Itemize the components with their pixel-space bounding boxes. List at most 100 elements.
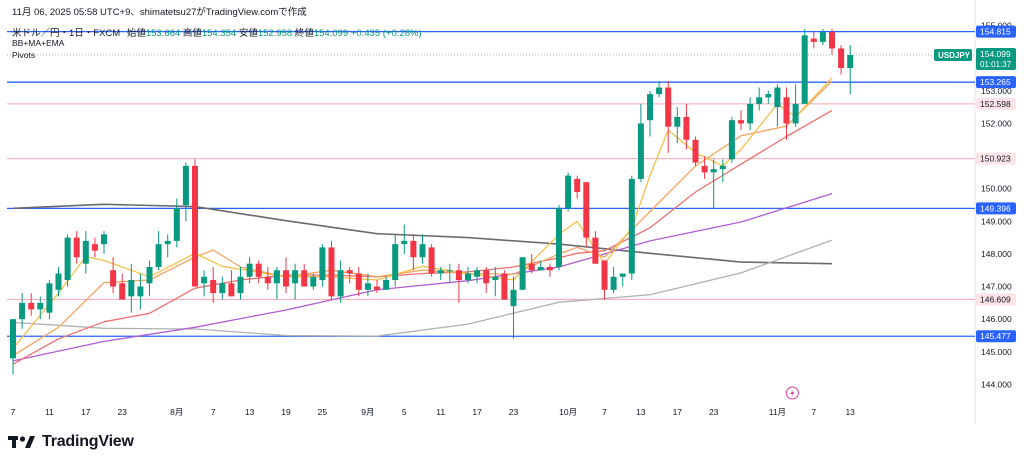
- candle: [201, 270, 208, 297]
- candle-body: [574, 178, 581, 192]
- candle: [19, 293, 26, 329]
- candle-body: [364, 283, 371, 290]
- candle: [37, 296, 44, 320]
- candle: [173, 198, 180, 248]
- candle-body: [428, 247, 435, 274]
- candle: [146, 260, 153, 297]
- candle: [164, 234, 171, 258]
- candle-body: [455, 270, 462, 281]
- ma-orange-line: [12, 80, 833, 357]
- candle-body: [792, 103, 799, 124]
- candle: [574, 175, 581, 199]
- symbol-label[interactable]: 米ドル／円・1日・FXCM: [12, 28, 121, 39]
- candle: [410, 234, 417, 271]
- candle: [556, 205, 562, 271]
- candle: [337, 260, 344, 303]
- candle-body: [264, 276, 271, 284]
- indicator-bb-ma-ema[interactable]: BB+MA+EMA: [12, 38, 65, 48]
- candle-body: [346, 270, 353, 274]
- candle-body: [319, 247, 326, 281]
- candle: [228, 270, 235, 297]
- candle-body: [146, 266, 153, 284]
- candle-body: [556, 208, 562, 267]
- candle-body: [255, 263, 262, 277]
- candle: [683, 103, 690, 150]
- high-value: 154.354: [201, 28, 237, 39]
- candle-body: [137, 286, 144, 297]
- candle: [310, 273, 317, 290]
- candle-body: [310, 276, 317, 287]
- candle: [82, 231, 89, 274]
- y-tick-label: 153.000: [981, 86, 1012, 96]
- candle-body: [537, 266, 544, 271]
- x-tick-label: 13: [845, 407, 855, 417]
- ma-gray-line: [12, 239, 833, 337]
- candle-body: [610, 276, 617, 290]
- x-tick-label: 9月: [361, 407, 374, 417]
- candle: [237, 266, 244, 300]
- candle: [483, 266, 490, 294]
- candle-body: [810, 38, 817, 42]
- candle-body: [838, 48, 845, 68]
- candle: [128, 263, 135, 313]
- candle: [28, 293, 35, 316]
- candle: [392, 234, 399, 287]
- candle: [537, 260, 544, 271]
- candle-body: [728, 120, 735, 160]
- y-tick-label: 150.000: [981, 184, 1012, 194]
- candle-body: [392, 244, 399, 281]
- candle: [210, 266, 217, 303]
- candle: [219, 276, 226, 300]
- candle-body: [110, 270, 117, 287]
- candle: [774, 84, 781, 127]
- candle: [510, 276, 517, 339]
- x-tick-label: 17: [673, 407, 683, 417]
- candle-body: [101, 234, 107, 245]
- candle-body: [756, 97, 763, 104]
- candle-body: [437, 270, 444, 274]
- candle: [346, 266, 353, 284]
- y-tick-label: 147.000: [981, 282, 1012, 292]
- candle-body: [656, 87, 663, 95]
- tradingview-logo[interactable]: TradingView: [8, 433, 134, 451]
- candle: [747, 97, 754, 130]
- candle-body: [228, 283, 235, 297]
- candle-body: [465, 273, 471, 281]
- pivot-tag: [976, 293, 1016, 306]
- pivot-tag: [976, 97, 1016, 110]
- pivot-tag-label: 152.598: [980, 99, 1011, 109]
- x-tick-label: 17: [81, 407, 91, 417]
- low-label: 安値: [238, 28, 258, 39]
- candle: [792, 84, 799, 127]
- ma-red-line: [12, 109, 833, 365]
- candle-body: [774, 87, 781, 108]
- candle: [519, 257, 526, 290]
- candle: [783, 87, 790, 140]
- candle-body: [819, 32, 826, 42]
- y-tick-label: 149.000: [981, 216, 1012, 226]
- candle: [647, 90, 653, 137]
- candle-body: [710, 169, 717, 173]
- candle-body: [237, 276, 244, 294]
- candle: [55, 266, 62, 297]
- candle-body: [91, 244, 98, 251]
- indicator-pivots[interactable]: Pivots: [12, 50, 36, 60]
- candle-body: [64, 237, 71, 281]
- candle: [446, 263, 453, 284]
- candle-body: [119, 283, 126, 300]
- pivot-tag: [976, 76, 1016, 89]
- low-value: 152.958: [257, 28, 293, 39]
- candle: [64, 234, 71, 287]
- x-tick-label: 23: [117, 407, 127, 417]
- candle-body: [801, 35, 808, 104]
- candle: [182, 162, 189, 222]
- x-tick-label: 13: [245, 407, 255, 417]
- pivot-tag: [976, 25, 1016, 38]
- candle: [728, 116, 735, 163]
- candle: [492, 266, 499, 297]
- candle-body: [474, 270, 481, 277]
- price-tag-countdown: 01:01:37: [980, 60, 1012, 69]
- candle: [328, 240, 335, 300]
- candle-body: [783, 97, 790, 124]
- candle-body: [55, 273, 62, 290]
